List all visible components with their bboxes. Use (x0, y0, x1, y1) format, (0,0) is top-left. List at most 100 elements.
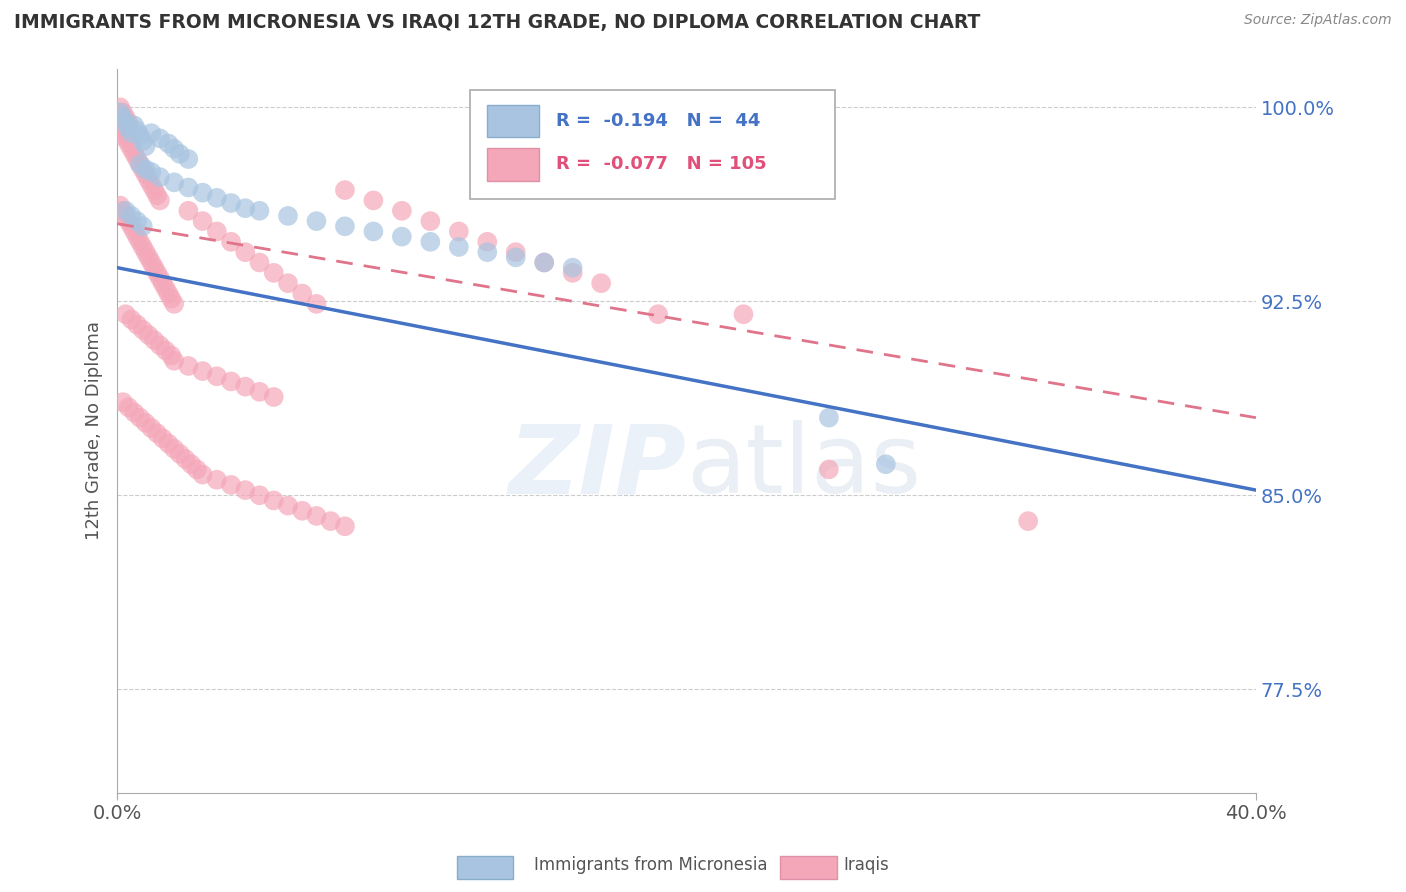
Point (129, 128, 152, 143)
Point (143, 333, 166, 347)
Point (205, 369, 228, 384)
Point (122, 146, 145, 161)
Point (291, 286, 314, 301)
Point (263, 493, 285, 508)
Point (135, 139, 157, 153)
Point (363, 224, 385, 238)
Point (233, 483, 256, 497)
Point (391, 229, 413, 244)
Point (818, 410, 841, 425)
Point (127, 123, 149, 137)
FancyBboxPatch shape (488, 148, 538, 181)
Point (277, 209, 299, 223)
Point (205, 191, 228, 205)
Point (108, 198, 131, 212)
Point (263, 266, 285, 280)
Point (141, 421, 163, 435)
Point (477, 245, 499, 260)
Point (533, 255, 555, 269)
Point (138, 172, 160, 186)
Point (561, 260, 583, 275)
Point (108, 121, 131, 136)
Point (219, 196, 242, 211)
Point (249, 203, 271, 218)
Point (149, 131, 172, 145)
Point (117, 116, 139, 130)
Point (157, 286, 180, 301)
Point (277, 276, 299, 290)
Point (169, 447, 191, 461)
Point (447, 240, 470, 254)
Point (127, 152, 149, 166)
Point (174, 452, 197, 467)
Point (447, 224, 470, 238)
Point (180, 457, 202, 471)
Point (108, 100, 131, 114)
Point (157, 136, 180, 151)
Point (111, 111, 134, 125)
Point (149, 271, 172, 285)
Point (186, 462, 208, 476)
Text: IMMIGRANTS FROM MICRONESIA VS IRAQI 12TH GRADE, NO DIPLOMA CORRELATION CHART: IMMIGRANTS FROM MICRONESIA VS IRAQI 12TH… (14, 13, 980, 32)
Point (120, 219, 142, 234)
Point (205, 473, 228, 487)
Point (291, 504, 314, 518)
Point (233, 379, 256, 393)
Point (120, 209, 142, 223)
Point (129, 410, 152, 425)
Point (163, 175, 186, 189)
Point (505, 250, 527, 264)
Point (111, 395, 134, 409)
Point (146, 266, 169, 280)
Point (132, 219, 155, 234)
Point (111, 126, 134, 140)
Point (135, 162, 157, 177)
Text: R =  -0.194   N =  44: R = -0.194 N = 44 (555, 112, 761, 129)
Point (505, 245, 527, 260)
Point (135, 416, 157, 430)
Point (127, 318, 149, 332)
Point (160, 349, 183, 363)
Point (177, 152, 200, 166)
Point (305, 214, 328, 228)
Point (127, 229, 149, 244)
Point (141, 255, 163, 269)
Point (152, 431, 174, 445)
Point (114, 209, 136, 223)
Point (305, 297, 328, 311)
Point (111, 203, 134, 218)
Point (129, 157, 152, 171)
Point (233, 245, 256, 260)
Point (249, 384, 271, 399)
Point (122, 405, 145, 419)
Point (120, 142, 142, 156)
Point (155, 343, 177, 358)
Text: R =  -0.077   N = 105: R = -0.077 N = 105 (555, 155, 766, 173)
Point (149, 338, 172, 352)
FancyBboxPatch shape (488, 104, 538, 137)
Point (1017, 514, 1039, 528)
Point (143, 260, 166, 275)
Point (249, 255, 271, 269)
Point (305, 508, 328, 523)
Text: ZIP: ZIP (509, 420, 686, 513)
Point (114, 203, 136, 218)
Point (122, 119, 145, 133)
Point (155, 281, 177, 295)
Point (169, 146, 191, 161)
Point (163, 442, 186, 456)
Point (138, 327, 160, 342)
Point (152, 276, 174, 290)
Point (114, 131, 136, 145)
Point (141, 165, 163, 179)
Point (561, 266, 583, 280)
Point (135, 168, 157, 182)
Point (177, 203, 200, 218)
Point (191, 186, 214, 200)
Point (277, 499, 299, 513)
Point (117, 401, 139, 415)
Point (149, 194, 172, 208)
Point (117, 136, 139, 151)
Point (160, 292, 183, 306)
Y-axis label: 12th Grade, No Diploma: 12th Grade, No Diploma (86, 321, 103, 540)
